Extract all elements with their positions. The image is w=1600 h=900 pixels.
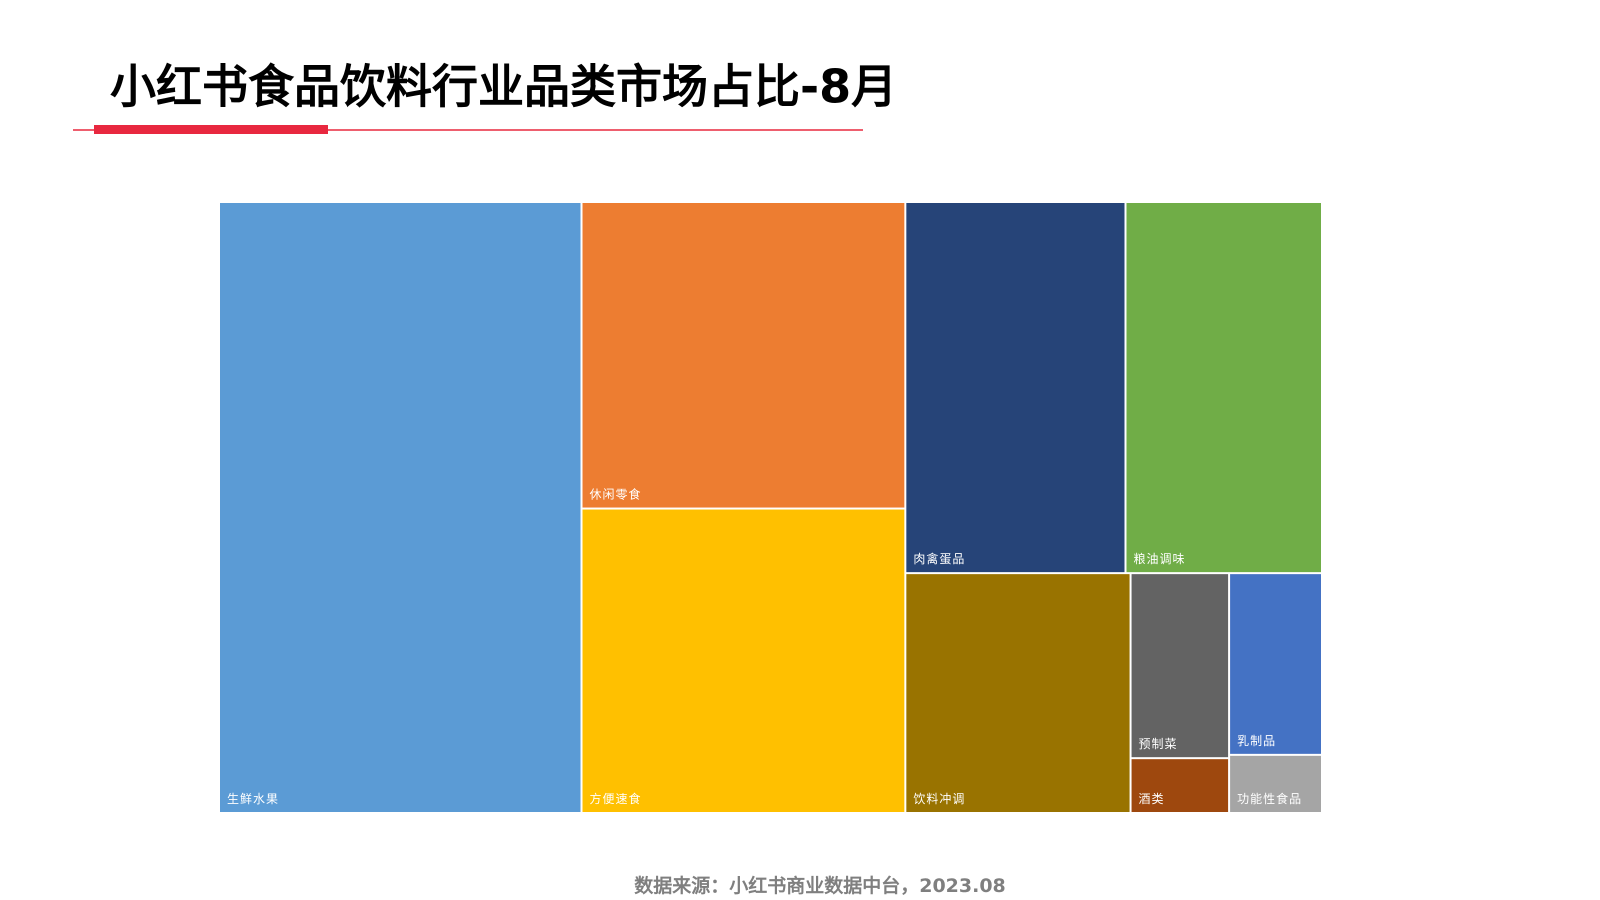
cell-label: 肉禽蛋品: [913, 551, 965, 566]
treemap-cell: [906, 574, 1130, 812]
cell-label: 饮料冲调: [913, 791, 965, 806]
title-accent: [94, 125, 328, 134]
treemap-cell: [582, 509, 905, 812]
treemap-cell: [1230, 574, 1321, 754]
chart-title: 小红书食品饮料行业品类市场占比-8月: [110, 60, 897, 114]
cell-label: 乳制品: [1237, 734, 1276, 748]
treemap-cell: [1126, 203, 1321, 573]
cell-label: 休闲零食: [590, 487, 642, 502]
cell-label: 方便速食: [590, 791, 642, 806]
treemap-cell: [582, 203, 905, 508]
cell-label: 功能性食品: [1237, 791, 1302, 806]
treemap-cell: [1131, 759, 1229, 812]
treemap-cell: [1131, 574, 1229, 758]
cell-label: 生鲜水果: [227, 792, 279, 806]
cell-label: 粮油调味: [1133, 551, 1185, 566]
cell-label: 酒类: [1139, 792, 1165, 806]
cell-label: 预制菜: [1139, 737, 1178, 751]
source-note: 数据来源：小红书商业数据中台，2023.08: [634, 874, 1006, 897]
treemap-cell: [220, 203, 581, 812]
treemap-cell: [1230, 755, 1321, 812]
treemap-cell: [906, 203, 1125, 573]
